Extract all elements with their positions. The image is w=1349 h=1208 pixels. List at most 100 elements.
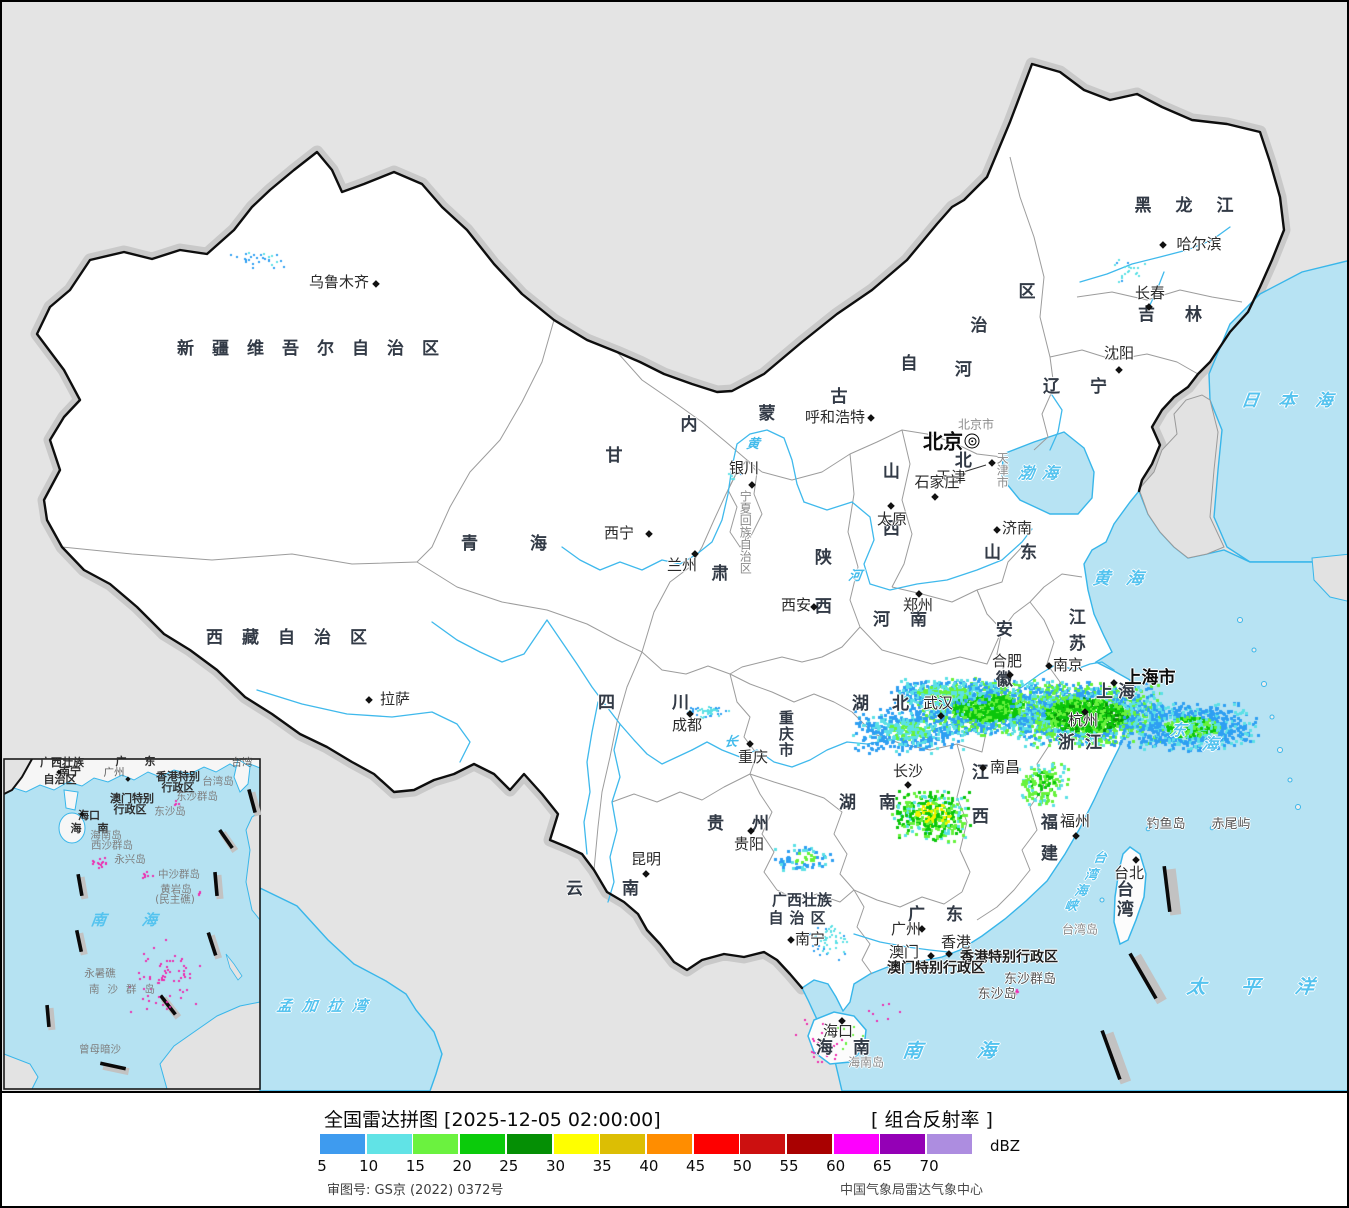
inset-label-海南岛: 海南岛: [90, 829, 122, 842]
small2-label-东沙岛: 东沙岛: [977, 987, 1017, 1003]
inset-label-广西壮族: 广西壮族: [40, 756, 84, 770]
inset-label-广州: 广州: [103, 766, 125, 779]
sea-label-孟加拉湾: 孟加拉湾: [275, 997, 379, 1016]
city-marker: ◆: [1132, 854, 1140, 866]
city-label-太原: 太原: [876, 510, 908, 529]
city-label-沈阳: 沈阳: [1103, 344, 1135, 363]
inset-label-行政区: 行政区: [113, 803, 147, 817]
sea-label-日本海: 日本海: [1240, 391, 1349, 412]
prov-label-浙江: 浙江: [1058, 733, 1112, 754]
dbz-tick-70: 70: [919, 1157, 939, 1175]
prov-label-广东: 广东: [908, 905, 984, 926]
riv-label-河: 河: [847, 569, 863, 585]
inset-label-永暑礁: 永暑礁: [84, 967, 116, 980]
city-marker: ◆: [125, 775, 131, 783]
radar-echo-layer: [2, 2, 1347, 1091]
inset-label-黄岩岛: 黄岩岛: [160, 883, 192, 896]
dbz-swatch-25: [506, 1134, 552, 1154]
city-marker: ◆: [937, 710, 945, 722]
city-marker: ◆: [787, 934, 795, 946]
city-label-长春: 长春: [1134, 284, 1166, 303]
city-label-南京: 南京: [1052, 656, 1084, 675]
city-marker: ◆: [691, 548, 699, 560]
prov-label-山西: 山西: [878, 462, 899, 576]
city-marker: ◆: [904, 779, 912, 791]
dbz-unit-label: dBZ: [990, 1137, 1021, 1155]
prov-label-甘: 甘: [605, 446, 623, 467]
inset-label-海: 海: [70, 822, 82, 836]
city-label-成都: 成都: [671, 716, 703, 735]
city-marker: ◆: [748, 479, 756, 491]
city-marker: ◆: [993, 524, 1001, 536]
sar-label-香港特别行政区: 香港特别行政区: [960, 949, 1058, 966]
city-label-昆明: 昆明: [630, 850, 662, 869]
city-marker: ◆: [747, 825, 755, 837]
dbz-tick-15: 15: [405, 1157, 425, 1175]
inset-label-南宁: 南宁: [59, 765, 81, 779]
dbz-swatch-30: [553, 1134, 599, 1154]
inset-label-西沙群岛: 西沙群岛: [91, 839, 133, 852]
prov-label-治: 治: [970, 316, 988, 337]
prov-label-云南: 云南: [566, 879, 678, 900]
city-marker: ◆: [945, 948, 953, 960]
inset-label-南沙群岛: 南沙群岛: [89, 983, 163, 996]
city-label-天津: 天津: [935, 468, 967, 487]
city-marker: ◆: [887, 500, 895, 512]
city-marker: ◆: [1006, 669, 1014, 681]
city-label-银川: 银川: [728, 459, 760, 478]
small2-label-钓鱼岛: 钓鱼岛: [1146, 817, 1186, 833]
city-label-兰州: 兰州: [666, 556, 698, 575]
city-marker: ◆: [918, 923, 926, 935]
prov-label-福建: 福建: [1036, 813, 1057, 875]
city-label-哈尔滨: 哈尔滨: [1176, 235, 1222, 254]
china-radar-map[interactable]: 黑龙江 吉林 辽宁 新疆维吾尔自治区 西藏自治区 青海甘肃内蒙古自治区陕西 山西 河北 山东 河南…: [2, 2, 1349, 1093]
dbz-tick-60: 60: [826, 1157, 846, 1175]
prov-label-吉林: 吉林: [1138, 305, 1232, 326]
city-label-拉萨: 拉萨: [379, 690, 411, 709]
prov-label-安徽: 安徽: [991, 620, 1012, 720]
city-marker: ◆: [988, 457, 996, 469]
sea-label-黄海: 黄海: [1091, 569, 1161, 590]
city-label-重庆: 重庆: [737, 748, 769, 767]
small-label-海南岛: 海南岛: [847, 1055, 885, 1070]
small-label-北京市: 北京市: [957, 417, 995, 432]
prov-label-古: 古: [830, 387, 848, 408]
city-marker: ◆: [979, 762, 987, 774]
city-marker: ◆: [645, 528, 653, 540]
city-label-南宁: 南宁: [794, 930, 826, 949]
city-label-南昌: 南昌: [989, 758, 1021, 777]
inset-label-东沙岛: 东沙岛: [154, 805, 186, 818]
prov2-label-广西壮族: 广西壮族: [771, 891, 833, 910]
sea-label-海: 海: [1200, 734, 1220, 754]
dbz-tick-50: 50: [732, 1157, 752, 1175]
map-labels-layer: 黑龙江 吉林 辽宁 新疆维吾尔自治区 西藏自治区 青海甘肃内蒙古自治区陕西 山西 河北 山东 河南…: [2, 2, 1349, 1091]
dbz-swatch-45: [693, 1134, 739, 1154]
inset-label-永兴岛: 永兴岛: [114, 853, 146, 866]
dbz-tick-40: 40: [639, 1157, 659, 1175]
sea-label-渤海: 渤海: [1016, 463, 1068, 483]
sar-label-澳门特别行政区: 澳门特别行政区: [887, 960, 985, 977]
prov-label-湖北: 湖北: [852, 694, 932, 715]
prov-label-辽宁: 辽宁: [1043, 377, 1137, 398]
prov2-label-重庆市: 重庆市: [776, 710, 795, 758]
dbz-tick-20: 20: [452, 1157, 472, 1175]
city-label-台北: 台北: [1113, 864, 1145, 883]
prov-label-西藏自治区: 西藏自治区: [206, 628, 386, 649]
prov-label-湖南: 湖南: [839, 793, 919, 814]
small-label-台湾岛: 台湾岛: [1061, 922, 1099, 937]
small-label-天津市: 天津市: [995, 452, 1010, 488]
city-label-呼和浩特: 呼和浩特: [804, 408, 866, 427]
sea-label-台: 台: [1092, 851, 1108, 867]
city-label-郑州: 郑州: [902, 596, 934, 615]
dbz-tick-45: 45: [686, 1157, 706, 1175]
dbz-swatch-40: [646, 1134, 692, 1154]
prov-label-新疆维吾尔自治区: 新疆维吾尔自治区: [177, 339, 457, 360]
prov-label-青海: 青海: [461, 534, 599, 555]
city-label-福州: 福州: [1059, 812, 1091, 831]
city-marker: ◆: [79, 810, 85, 818]
inset-label-自治区: 自治区: [43, 773, 77, 787]
city-marker: ◆: [1115, 364, 1123, 376]
city-marker: ◆: [1045, 660, 1053, 672]
city-label-乌鲁木齐: 乌鲁木齐: [308, 273, 370, 292]
